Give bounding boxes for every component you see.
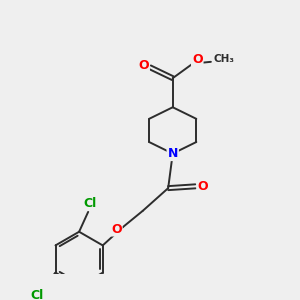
Text: O: O bbox=[192, 52, 202, 66]
Text: Cl: Cl bbox=[31, 289, 44, 300]
Text: Cl: Cl bbox=[83, 197, 97, 210]
Text: O: O bbox=[197, 180, 208, 193]
Text: N: N bbox=[167, 147, 178, 160]
Text: CH₃: CH₃ bbox=[213, 54, 234, 64]
Text: O: O bbox=[138, 59, 149, 72]
Text: O: O bbox=[111, 223, 122, 236]
